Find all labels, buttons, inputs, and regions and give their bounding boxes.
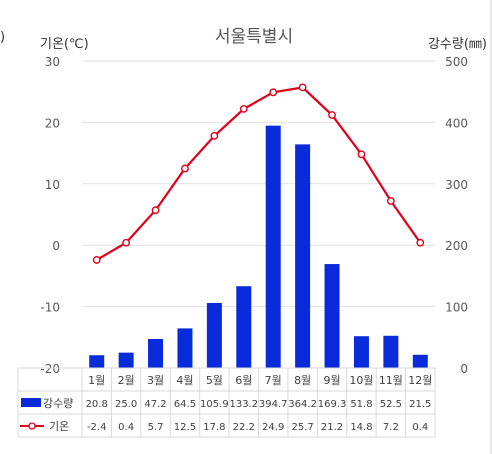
- y-left-tick-label: -10: [40, 301, 60, 315]
- precipitation-legend-label: 강수량: [43, 397, 73, 410]
- temperature-data-label: 21.2: [321, 422, 343, 433]
- temperature-point: [181, 164, 189, 173]
- x-tick-label: 10월: [349, 374, 373, 387]
- temperature-data-label: 7.2: [383, 422, 399, 433]
- precipitation-legend-swatch: [21, 398, 41, 407]
- precipitation-data-label: 25.0: [115, 399, 137, 410]
- y-right-tick-label: 0: [460, 362, 468, 376]
- precipitation-bar: [89, 355, 105, 368]
- x-tick-label: 7월: [265, 374, 282, 387]
- x-tick-label: 1월: [88, 374, 105, 387]
- y-left-tick-label: -20: [40, 362, 60, 376]
- precipitation-bar: [236, 286, 252, 368]
- y-right-tick-label: 500: [445, 55, 468, 69]
- x-tick-label: 12월: [408, 374, 432, 387]
- temperature-point: [210, 132, 219, 140]
- y-left-tick-label: 30: [45, 55, 60, 69]
- x-tick-label: 5월: [206, 374, 223, 387]
- precipitation-bar: [353, 336, 369, 368]
- precipitation-bar: [383, 335, 399, 368]
- x-tick-label: 3월: [147, 374, 164, 387]
- precipitation-bar: [148, 339, 164, 368]
- data-table: 1월 2월 3월 4월 5월 6월 7월 8월 9월 10월 11월 12월 20.8 25.0 47.2 6…: [17, 367, 436, 438]
- temperature-data-label: 17.8: [203, 422, 225, 433]
- y-right-tick-label: 300: [445, 178, 468, 192]
- temperature-legend-label: 기온: [49, 420, 69, 433]
- precipitation-data-label: 105.9: [200, 399, 229, 410]
- precipitation-bar: [206, 302, 222, 368]
- y-right-tick-label: 200: [445, 239, 468, 253]
- temperature-data-label: 0.4: [118, 422, 134, 433]
- precipitation-data-label: 169.3: [318, 399, 347, 410]
- temperature-data-label: 25.7: [291, 422, 313, 433]
- temperature-point: [357, 150, 366, 159]
- precipitation-bar: [118, 352, 134, 368]
- temperature-point: [328, 111, 336, 119]
- precipitation-data-label: 64.5: [174, 399, 196, 410]
- axes: 30 500 20 400 10 300 0 200 -10 100 -20 0: [40, 55, 468, 376]
- y-left-axis-label: 기온(℃): [40, 37, 89, 52]
- temperature-data-label: 0.4: [412, 422, 428, 433]
- temperature-line: [92, 83, 425, 264]
- temperature-point: [269, 88, 278, 97]
- temperature-data-label: 24.9: [262, 422, 284, 433]
- precipitation-bar: [295, 144, 311, 368]
- y-right-tick-label: 100: [445, 301, 468, 315]
- temperature-series-line: [96, 86, 422, 261]
- precipitation-data-label: 21.5: [409, 399, 431, 410]
- temperature-data-label: 12.5: [174, 422, 196, 433]
- x-tick-label: 2월: [118, 374, 135, 387]
- precipitation-bars: [89, 125, 428, 368]
- precipitation-bar: [324, 264, 340, 368]
- temperature-data-label: -2.4: [87, 422, 107, 433]
- precipitation-data-label: 47.2: [144, 399, 166, 410]
- temperature-point: [298, 83, 307, 92]
- precipitation-bar: [177, 328, 193, 368]
- precipitation-data-label: 394.7: [259, 399, 288, 410]
- temperature-data-label: 22.2: [233, 422, 255, 433]
- cut-off-bracket: ): [0, 30, 6, 45]
- temperature-data-label: 5.7: [148, 422, 164, 433]
- x-tick-label: 4월: [176, 374, 193, 387]
- x-tick-label: 9월: [323, 374, 340, 387]
- temperature-point: [92, 256, 101, 264]
- temperature-point: [239, 104, 248, 113]
- x-tick-label: 8월: [294, 374, 311, 387]
- precipitation-data-label: 51.8: [350, 399, 372, 410]
- temperature-point: [122, 238, 131, 247]
- y-left-tick-label: 0: [52, 239, 60, 253]
- precipitation-data-label: 20.8: [86, 399, 108, 410]
- precipitation-data-label: 133.2: [229, 399, 258, 410]
- gridlines: [82, 60, 435, 308]
- window-edge: [490, 0, 492, 454]
- y-left-tick-label: 20: [45, 116, 60, 130]
- y-right-tick-label: 400: [445, 116, 468, 130]
- temperature-point: [386, 197, 395, 205]
- temperature-data-label: 14.8: [350, 422, 372, 433]
- y-right-axis-label: 강수량(㎜): [428, 37, 487, 52]
- temperature-point: [151, 206, 160, 215]
- precipitation-bar: [412, 354, 428, 368]
- precipitation-data-label: 364.2: [288, 399, 317, 410]
- precipitation-bar: [265, 125, 281, 368]
- precipitation-data-label: 52.5: [380, 399, 402, 410]
- x-tick-label: 11월: [379, 374, 403, 387]
- y-left-tick-label: 10: [45, 178, 60, 192]
- temperature-point: [416, 238, 425, 247]
- chart-title: 서울특별시: [215, 27, 293, 47]
- temperature-legend-marker: [28, 422, 36, 430]
- x-tick-label: 6월: [235, 374, 252, 387]
